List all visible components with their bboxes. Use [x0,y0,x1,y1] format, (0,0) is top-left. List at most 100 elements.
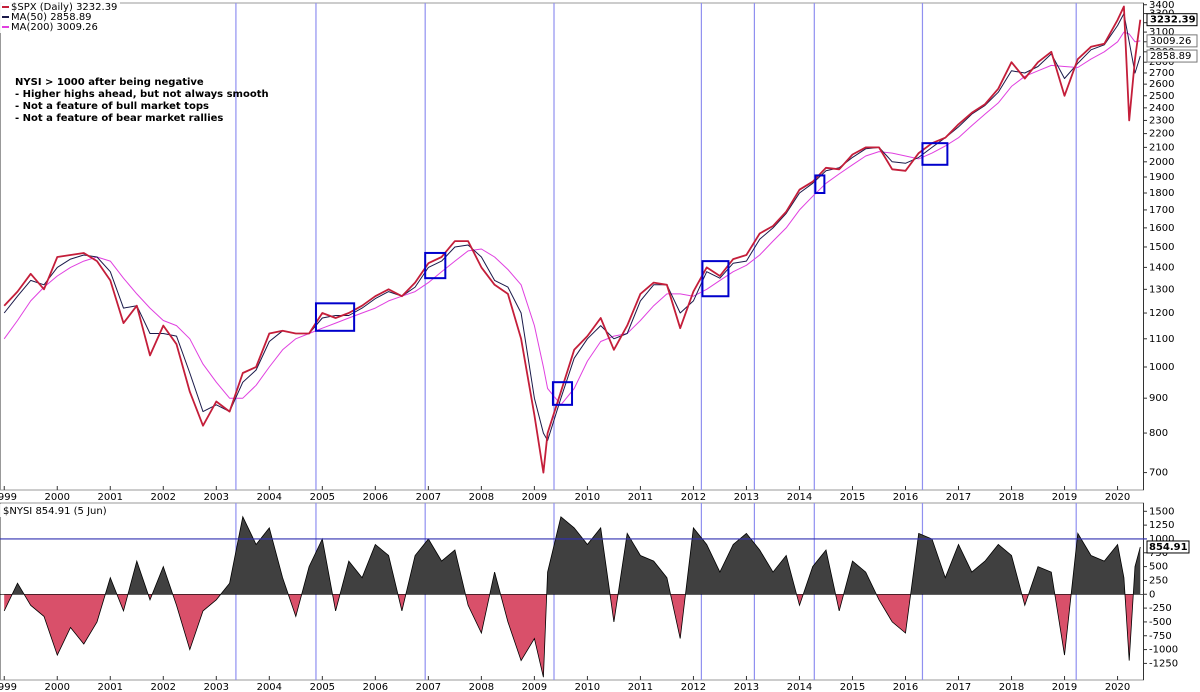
x-tick-label: 2015 [840,492,865,503]
x-tick-label: 2011 [628,682,653,692]
area-outline [3,515,1141,678]
y-tick-label: 1500 [1149,242,1174,253]
x-tick-label: 2016 [893,492,918,503]
y-tick-label: 2600 [1149,79,1174,90]
highlight-box [921,142,949,166]
x-tick-label: 2020 [1105,682,1130,692]
legend-box [0,504,150,517]
x-tick-label: 2009 [522,492,547,503]
highlight-box [814,174,826,195]
x-tick-label: 2000 [45,682,70,692]
x-tick-label: 2008 [469,682,494,692]
x-tick-label: 2009 [522,682,547,692]
x-tick-label: 2001 [98,682,123,692]
value-tag-label: 3232.39 [1150,15,1196,26]
highlight-box [314,302,356,332]
x-tick-label: 2007 [416,682,441,692]
x-tick-label: 2015 [840,682,865,692]
value-tag [1146,49,1198,63]
y-tick-label: -750 [1149,631,1172,642]
highlight-box [424,251,447,280]
x-tick-label: 1999 [0,682,17,692]
y-tick-label: 1700 [1149,205,1174,216]
y-tick-label: 1000 [1149,534,1174,545]
series-line [3,5,1142,474]
y-tick-label: 500 [1149,562,1168,573]
x-tick-label: 2005 [310,682,335,692]
y-tick-label: 2000 [1149,157,1174,168]
x-tick-label: 2007 [416,492,441,503]
x-tick-label: 2014 [787,492,812,503]
y-tick-label: 900 [1149,393,1168,404]
x-tick-label: 2002 [151,492,176,503]
y-tick-label: 250 [1149,575,1168,586]
x-tick-label: 2018 [999,682,1024,692]
x-tick-label: 2004 [257,682,282,692]
x-tick-label: 2008 [469,492,494,503]
x-tick-label: 2001 [98,492,123,503]
x-tick-label: 2003 [204,682,229,692]
legend-name: $NYSI [3,506,32,517]
x-tick-label: 2013 [734,492,759,503]
y-tick-label: 1200 [1149,308,1174,319]
highlight-box [551,381,574,406]
legend-name: MA(50) [11,12,47,23]
y-tick-label: 1900 [1149,172,1174,183]
legend-entry: $NYSI 854.91 (5 Jun) [3,506,107,517]
y-tick-label: -1000 [1149,645,1178,656]
x-tick-label: 2014 [787,682,812,692]
x-tick-label: 2012 [681,492,706,503]
x-tick-label: 2004 [257,492,282,503]
y-tick-label: 1250 [1149,520,1174,531]
x-tick-label: 2012 [681,682,706,692]
legend-value: 854.91 [35,506,70,517]
annotation: - Not a feature of bull market tops [15,101,209,112]
annotation: NYSI > 1000 after being negative [15,77,204,88]
x-tick-label: 2011 [628,492,653,503]
plot-area [0,515,1143,678]
y-tick-label: 3400 [1149,0,1174,11]
y-tick-label: 1800 [1149,188,1174,199]
y-tick-label: 1600 [1149,223,1174,234]
y-tick-label: 1500 [1149,506,1174,517]
series-line [3,13,1141,441]
x-tick-label: 2006 [363,492,388,503]
y-tick-label: 800 [1149,428,1168,439]
y-tick-label: -1250 [1149,658,1178,669]
legend-entry: MA(200) 3009.26 [11,22,98,33]
y-tick-label: 700 [1149,468,1168,479]
y-tick-label: 2700 [1149,68,1174,79]
y-tick-label: 2100 [1149,142,1174,153]
y-tick-label: -250 [1149,603,1172,614]
value-tag [1146,34,1198,48]
y-tick-label: -500 [1149,617,1172,628]
area-positive [12,516,1141,595]
x-tick-label: 2017 [946,492,971,503]
y-tick-label: 1100 [1149,334,1174,345]
x-tick-label: 1999 [0,492,17,503]
x-tick-label: 2017 [946,682,971,692]
x-tick-label: 2020 [1105,492,1130,503]
y-tick-label: 3100 [1149,27,1174,38]
value-tag-label: 2858.89 [1150,51,1191,62]
value-tag-label: 3009.26 [1150,36,1191,47]
x-tick-label: 2002 [151,682,176,692]
x-tick-label: 2003 [204,492,229,503]
y-tick-label: 2200 [1149,129,1174,140]
value-tag [1146,540,1190,554]
y-tick-label: 1400 [1149,262,1174,273]
legend-entry: MA(50) 2858.89 [11,12,92,23]
x-tick-label: 2010 [575,492,600,503]
highlight-box [701,260,730,298]
y-tick-label: 2800 [1149,57,1174,68]
value-tag [1146,13,1198,27]
series-line [3,31,1141,406]
legend-value: 2858.89 [50,12,91,23]
plot-area [3,5,1142,474]
y-tick-label: 2300 [1149,115,1174,126]
annotation: - Higher highs ahead, but not always smo… [15,89,269,100]
x-tick-label: 2000 [45,492,70,503]
value-tag-label: 854.91 [1149,542,1188,553]
legend-date: (5 Jun) [74,506,107,517]
